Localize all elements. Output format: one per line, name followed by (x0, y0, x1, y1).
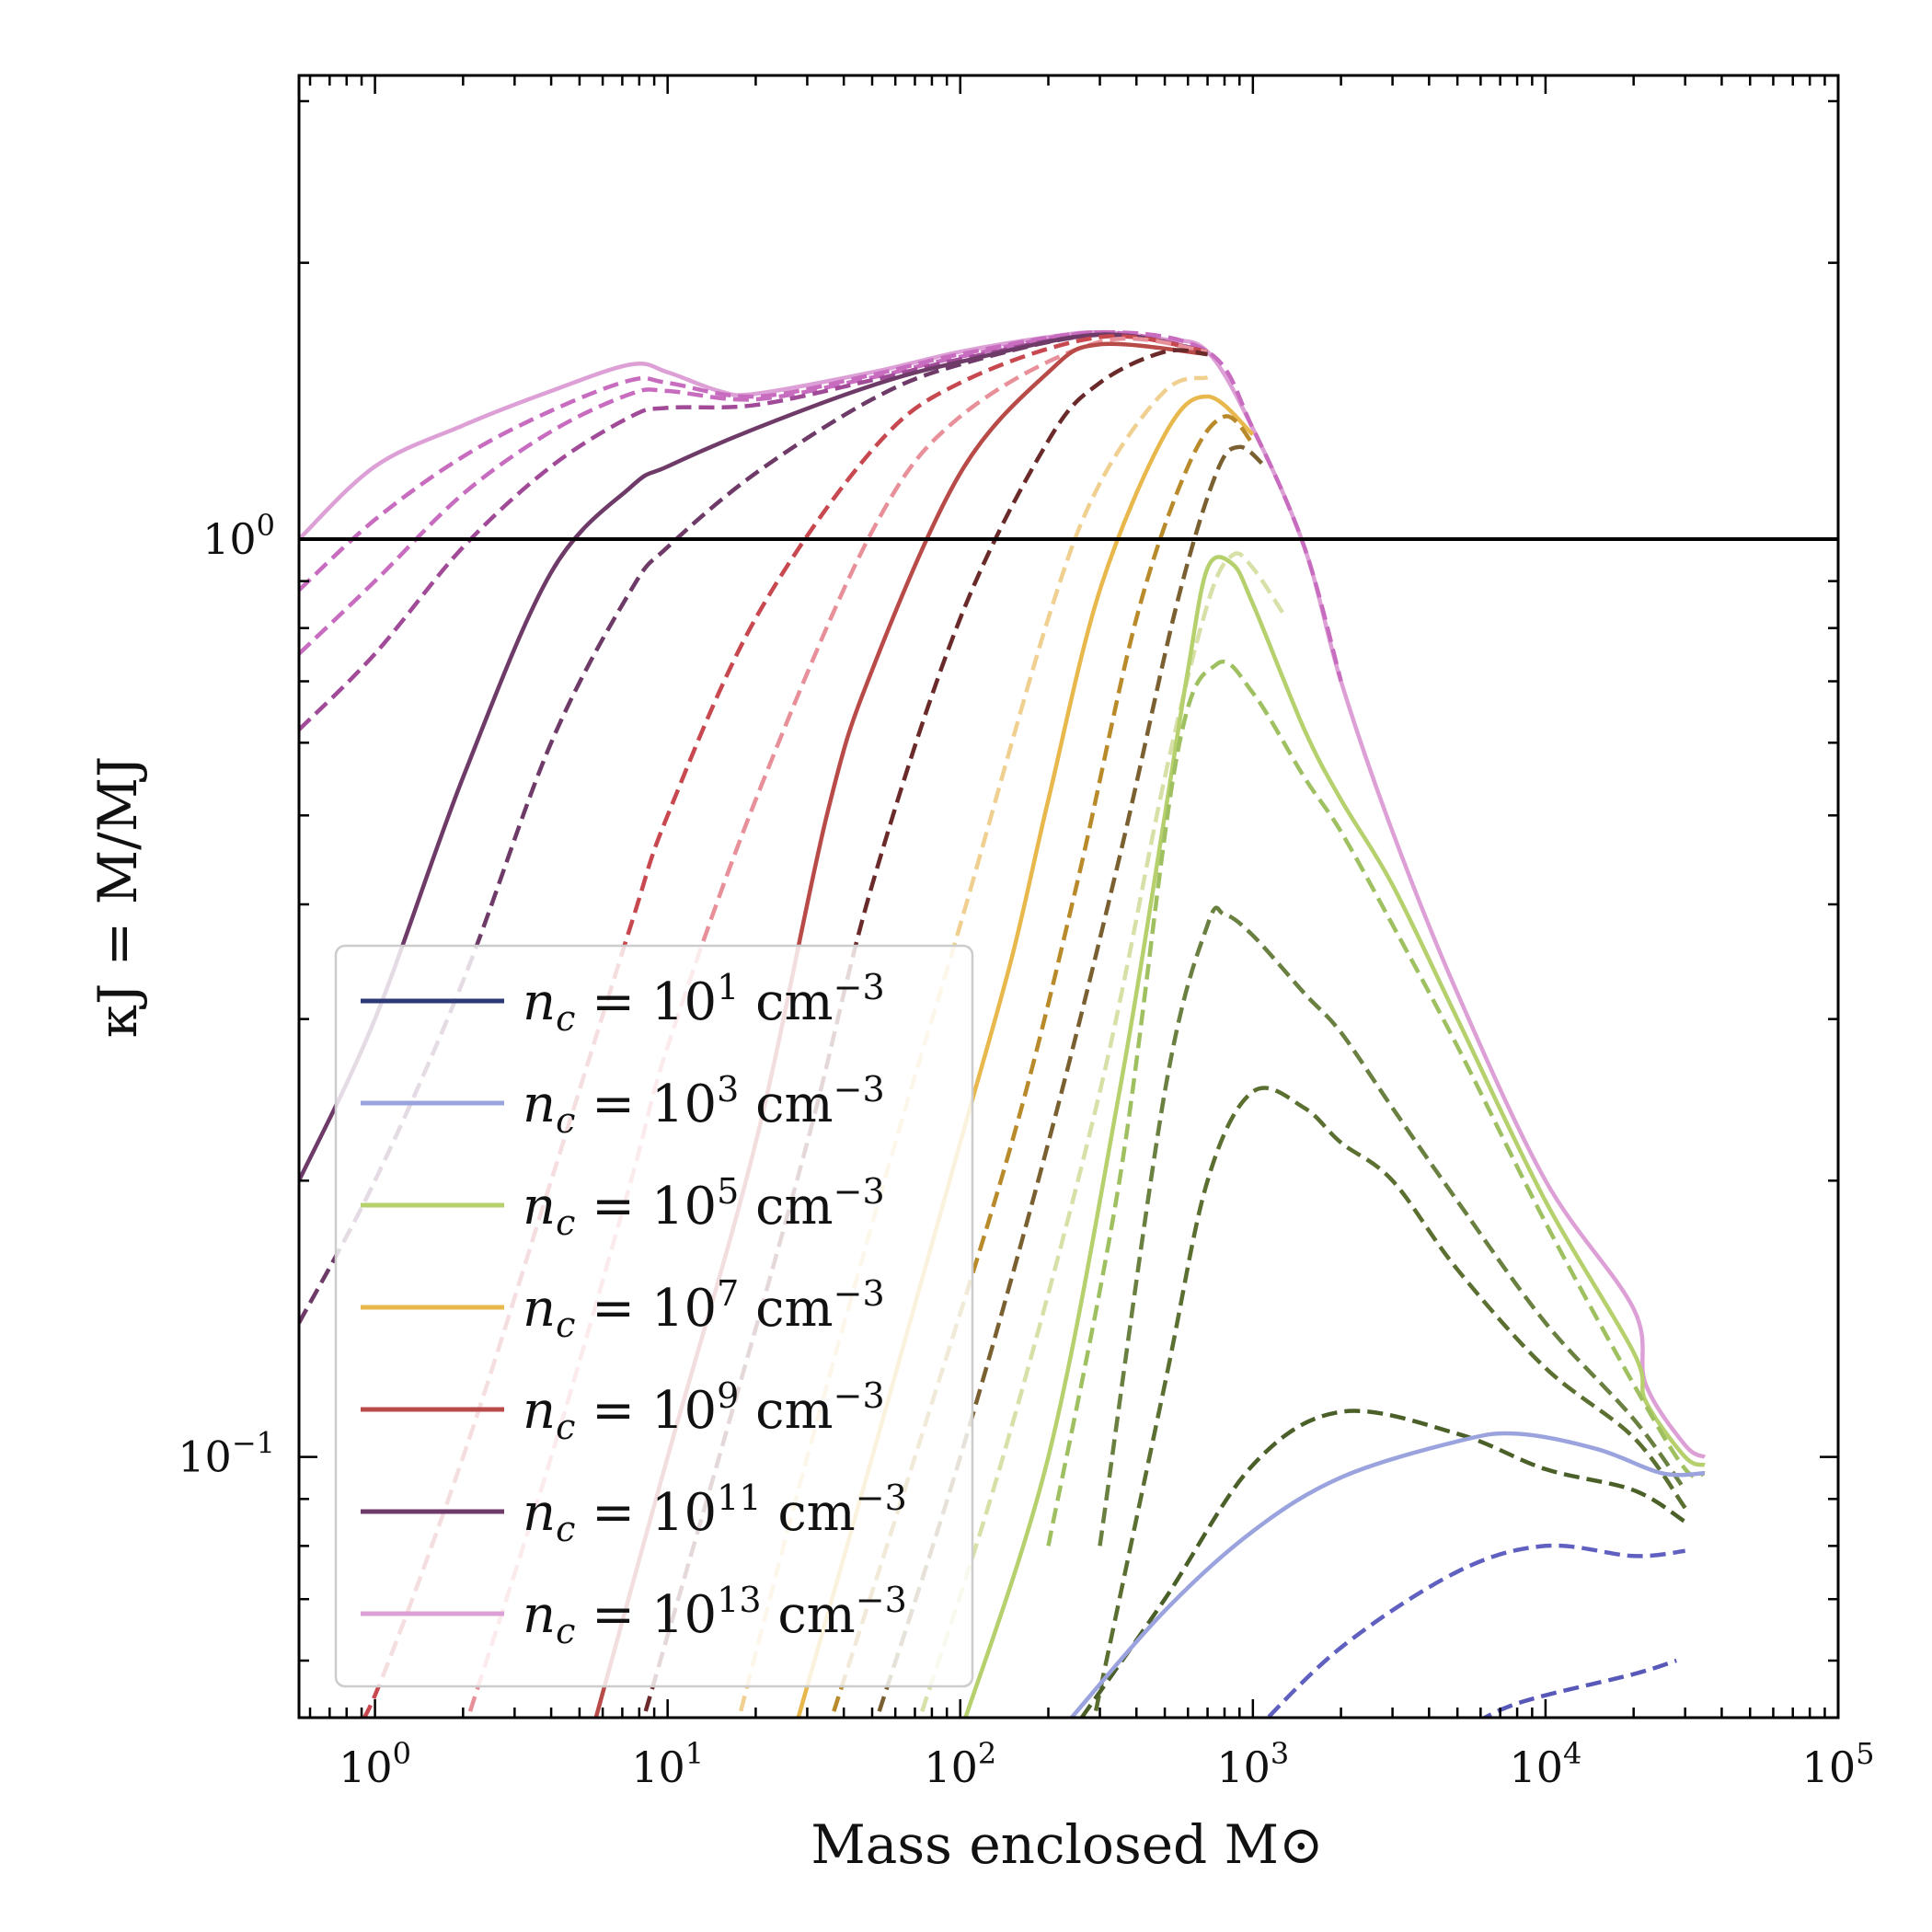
series-line (1079, 1409, 1686, 1718)
x-tick-label: 100 (339, 1736, 411, 1792)
x-tick-label: 105 (1802, 1736, 1875, 1792)
series-line (1265, 1543, 1685, 1718)
x-tick-label: 101 (631, 1736, 704, 1792)
legend-label: nc = 107 cm−3 (523, 1273, 885, 1345)
legend-box (334, 944, 974, 1688)
x-tick-label: 102 (924, 1736, 996, 1792)
series-line (299, 329, 1707, 1459)
series-line (1098, 905, 1687, 1547)
y-axis-title: κJ = M/MJ (86, 756, 149, 1039)
legend-label: nc = 1013 cm−3 (523, 1580, 907, 1651)
series-line (917, 551, 1288, 1718)
series-line (299, 329, 1209, 656)
legend-label: nc = 101 cm−3 (523, 967, 885, 1039)
legend-label: nc = 105 cm−3 (523, 1171, 885, 1243)
legend-label: nc = 103 cm−3 (523, 1069, 885, 1141)
x-tick-label: 104 (1509, 1736, 1581, 1792)
series-line (963, 555, 1706, 1718)
series-line (299, 332, 1208, 1182)
series-line (299, 332, 1208, 731)
x-tick-label: 103 (1216, 1736, 1289, 1792)
series-line (1046, 659, 1706, 1547)
legend-label: nc = 109 cm−3 (523, 1375, 885, 1447)
series-line (1092, 1086, 1687, 1718)
legend: nc = 101 cm−3 nc = 103 cm−3 nc = 105 cm−3 n… (334, 944, 974, 1688)
tick-layer (299, 75, 1840, 1718)
series-line (1070, 1431, 1706, 1718)
plot-frame (297, 74, 1840, 1719)
x-axis-title: Mass enclosed M⊙ (811, 1813, 1323, 1876)
series-line (1480, 1658, 1677, 1718)
series-line (299, 329, 1343, 683)
legend-label: nc = 1011 cm−3 (523, 1478, 907, 1549)
y-tick-label: 10−1 (178, 1426, 275, 1482)
y-tick-label: 100 (202, 508, 275, 564)
